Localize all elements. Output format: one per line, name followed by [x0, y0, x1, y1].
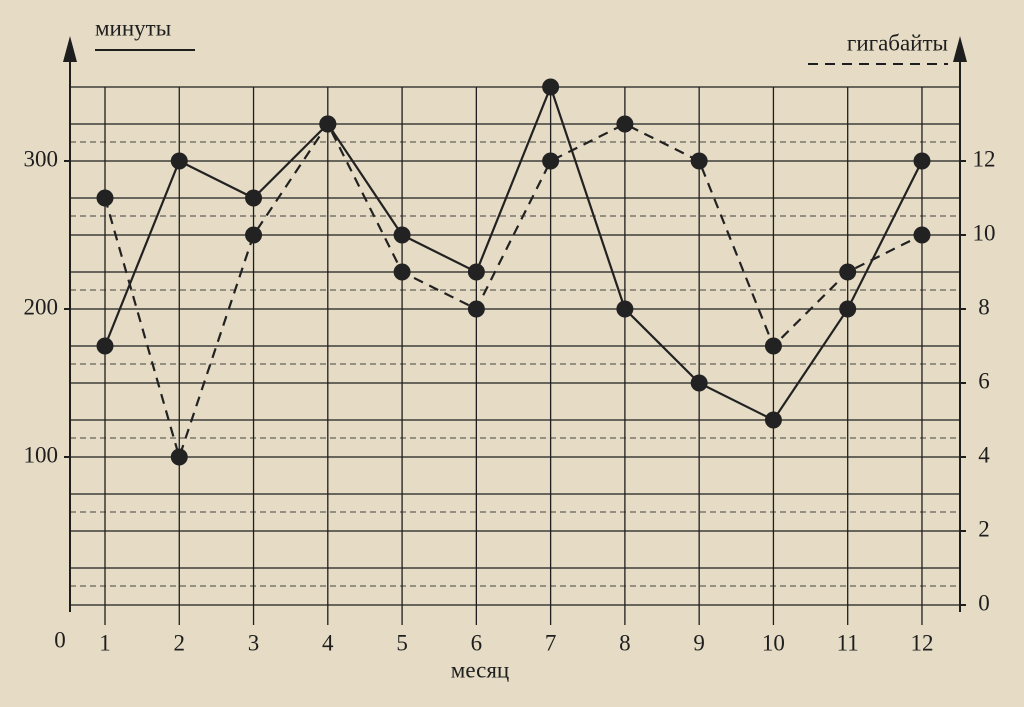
- y-tick-label: 300: [24, 146, 59, 171]
- x-tick-label: 10: [762, 630, 785, 655]
- point: [245, 189, 263, 207]
- x-tick-label: 4: [322, 630, 334, 655]
- point: [96, 337, 114, 355]
- x-tick-label: 7: [545, 630, 557, 655]
- point: [393, 226, 411, 244]
- point: [393, 263, 411, 281]
- point: [170, 152, 188, 170]
- series-line: [103, 121, 923, 461]
- y2-tick-label: 8: [978, 294, 990, 319]
- x-tick-label: 2: [174, 630, 186, 655]
- point: [690, 152, 708, 170]
- y-tick-label: 200: [24, 294, 59, 319]
- series-line: [103, 83, 923, 422]
- y2-axis-arrow: [953, 36, 967, 62]
- legend-label: гигабайты: [847, 30, 948, 55]
- point: [839, 300, 857, 318]
- x-tick-label: 6: [471, 630, 483, 655]
- y2-tick-label: 4: [978, 442, 990, 467]
- point: [542, 78, 560, 96]
- point: [913, 152, 931, 170]
- point: [839, 263, 857, 281]
- legend-label: минуты: [95, 15, 171, 40]
- point: [245, 226, 263, 244]
- point: [616, 300, 634, 318]
- point: [913, 226, 931, 244]
- y2-tick-label: 0: [978, 590, 990, 615]
- point: [170, 448, 188, 466]
- x-tick-label: 12: [910, 630, 933, 655]
- point: [690, 374, 708, 392]
- x-axis-label: месяц: [451, 657, 509, 682]
- y2-tick-label: 10: [973, 220, 996, 245]
- x-tick-label: 1: [99, 630, 111, 655]
- x-tick-label: 8: [619, 630, 631, 655]
- x-tick-label: 9: [693, 630, 705, 655]
- point: [467, 263, 485, 281]
- x-tick-label: 5: [396, 630, 408, 655]
- y2-tick-label: 2: [978, 516, 990, 541]
- y2-tick-label: 6: [978, 368, 990, 393]
- point: [616, 115, 634, 133]
- point: [96, 189, 114, 207]
- point: [542, 152, 560, 170]
- y2-tick-label: 12: [973, 146, 996, 171]
- point: [319, 115, 337, 133]
- y-axis-arrow: [63, 36, 77, 62]
- x-tick-label: 3: [248, 630, 260, 655]
- point: [467, 300, 485, 318]
- point: [764, 337, 782, 355]
- y-tick-label: 100: [24, 442, 59, 467]
- origin-label: 0: [54, 627, 66, 652]
- x-tick-label: 11: [837, 630, 859, 655]
- point: [764, 411, 782, 429]
